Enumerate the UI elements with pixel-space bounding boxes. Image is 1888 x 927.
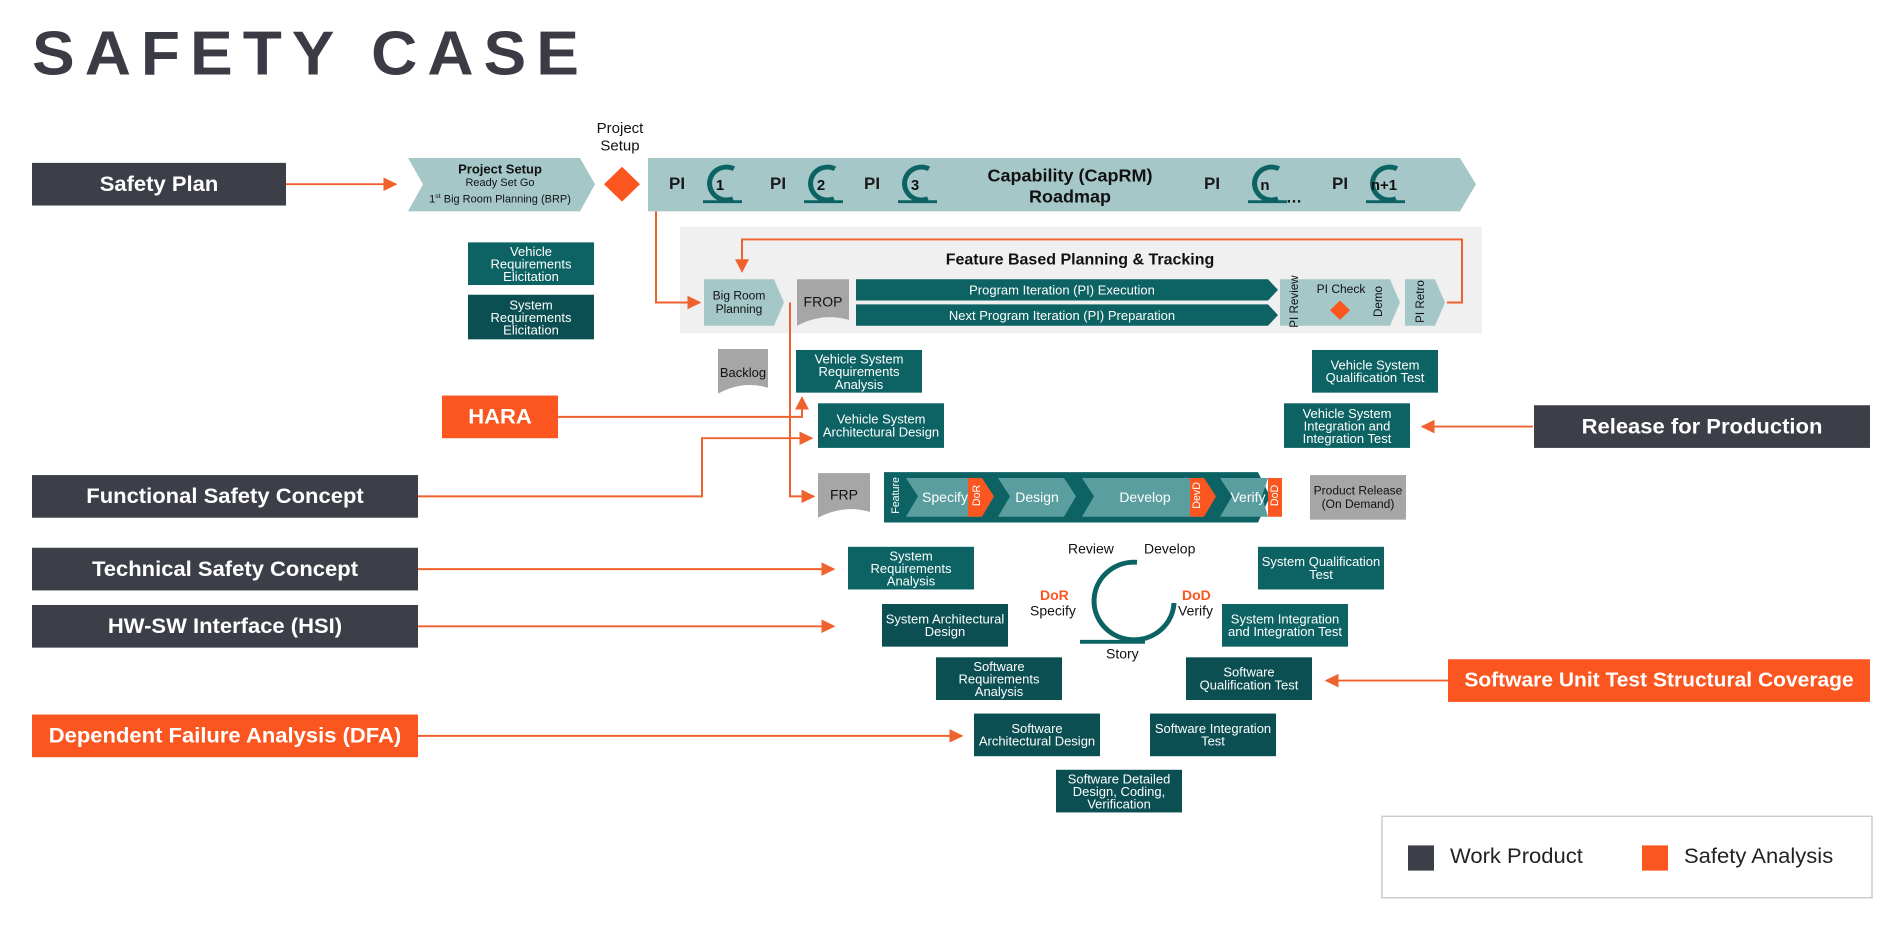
hsi-box[interactable]: HW-SW Interface (HSI)	[32, 604, 418, 648]
project-setup-chevron	[408, 158, 595, 212]
frop-shape	[797, 279, 849, 326]
frop-label[interactable]: FROP	[803, 293, 843, 310]
project-setup-chevron-text: Project Setup Ready Set Go 1st Big Room …	[420, 161, 580, 206]
system-qualification-test[interactable]: System Qualification Test	[1258, 546, 1384, 590]
roadmap-ellipsis: …	[1286, 190, 1302, 207]
system-architectural-design[interactable]: System Architectural Design	[882, 603, 1008, 647]
vehicle-system-architectural-design[interactable]: Vehicle System Architectural Design	[818, 403, 944, 448]
pi-number-1: 1	[715, 176, 725, 194]
pi-label-1: PI	[669, 174, 686, 193]
system-requirements-analysis[interactable]: System Requirements Analysis	[848, 546, 974, 590]
pi-circles	[707, 164, 1399, 203]
hara-box[interactable]: HARA	[442, 395, 558, 439]
fbpt-title: Feature Based Planning & Tracking	[945, 252, 1215, 269]
dfa-box[interactable]: Dependent Failure Analysis (DFA)	[32, 714, 418, 758]
cycle-develop: Develop	[1144, 540, 1196, 557]
product-release-box[interactable]: Product Release (On Demand)	[1310, 475, 1406, 520]
functional-safety-concept-box[interactable]: Functional Safety Concept	[32, 475, 418, 518]
legend-swatch-work-product	[1408, 845, 1434, 871]
pi-number-n: n	[1260, 176, 1270, 194]
software-integration-test[interactable]: Software Integration Test	[1150, 713, 1276, 757]
release-for-production-box[interactable]: Release for Production	[1534, 405, 1870, 448]
pi-number-n1: n+1	[1370, 176, 1398, 194]
cycle-specify: Specify	[1030, 603, 1076, 619]
devd-gate: DevD	[1191, 482, 1203, 509]
sw-unit-test-structural-coverage-box[interactable]: Software Unit Test Structural Coverage	[1448, 659, 1870, 702]
pi-check-diamond	[1330, 300, 1350, 320]
software-qualification-test[interactable]: Software Qualification Test	[1186, 657, 1312, 700]
frp-item[interactable]: FRP	[830, 486, 858, 503]
vehicle-system-integration-test[interactable]: Vehicle System Integration and Integrati…	[1284, 403, 1410, 448]
pi-preparation-bar[interactable]: Next Program Iteration (PI) Preparation	[948, 307, 1176, 323]
software-architectural-design[interactable]: Software Architectural Design	[974, 713, 1100, 757]
safety-plan-box[interactable]: Safety Plan	[32, 162, 286, 206]
design-step[interactable]: Design	[1015, 489, 1059, 506]
demo-label: Demo	[1371, 286, 1385, 318]
project-setup-title: Project Setup	[458, 161, 542, 177]
system-integration-test[interactable]: System Integration and Integration Test	[1222, 603, 1348, 647]
cycle-verify: Verify	[1178, 603, 1214, 619]
develop-step[interactable]: Develop	[1119, 489, 1171, 506]
legend-swatch-safety-analysis	[1642, 845, 1668, 871]
software-detailed-design[interactable]: Software Detailed Design, Coding, Verifi…	[1056, 769, 1182, 813]
big-room-planning[interactable]: Big Room Planning	[712, 288, 766, 317]
pi-retro-label: PI Retro	[1413, 280, 1427, 323]
vehicle-system-requirements-analysis[interactable]: Vehicle System Requirements Analysis	[796, 349, 922, 393]
legend-work-product: Work Product	[1450, 843, 1583, 868]
pi-label-n1: PI	[1332, 174, 1349, 193]
vehicle-system-qualification-test[interactable]: Vehicle System Qualification Test	[1312, 349, 1438, 393]
cycle-review: Review	[1068, 540, 1114, 557]
software-requirements-analysis[interactable]: Software Requirements Analysis	[936, 657, 1062, 700]
pi-check-label: PI Check	[1316, 282, 1366, 296]
pi-label-n: PI	[1204, 174, 1221, 193]
pi-review-label: PI Review	[1287, 275, 1301, 328]
pi-label-2: PI	[770, 174, 787, 193]
specify-step[interactable]: Specify	[922, 489, 968, 506]
cycle-dor: DoR	[1040, 587, 1069, 604]
pi-execution-bar[interactable]: Program Iteration (PI) Execution	[969, 282, 1155, 298]
verify-step[interactable]: Verify	[1230, 489, 1266, 506]
capability-roadmap-label: Capability (CapRM) Roadmap	[987, 165, 1153, 207]
legend-frame	[1381, 815, 1873, 899]
dor-gate: DoR	[971, 484, 983, 507]
vehicle-requirements-elicitation[interactable]: Vehicle Requirements Elicitation	[468, 242, 594, 286]
backlog-item[interactable]: Backlog	[719, 365, 767, 381]
page-title: SAFETY CASE	[32, 18, 589, 89]
project-setup-brp: 1st Big Room Planning (BRP)	[429, 192, 571, 206]
pi-number-3: 3	[910, 176, 920, 194]
pi-label-3: PI	[864, 174, 881, 193]
system-requirements-elicitation[interactable]: System Requirements Elicitation	[468, 294, 594, 340]
cycle-story: Story	[1106, 645, 1139, 662]
dod-gate: DoD	[1269, 484, 1281, 507]
feature-label: Feature	[890, 477, 902, 514]
project-setup-sub: Ready Set Go	[465, 177, 535, 190]
cycle-dod: DoD	[1182, 587, 1211, 604]
milestone-diamond	[604, 166, 640, 202]
pi-number-2: 2	[816, 176, 826, 194]
technical-safety-concept-box[interactable]: Technical Safety Concept	[32, 547, 418, 591]
project-setup-milestone-label: Project Setup	[596, 120, 644, 155]
legend-safety-analysis: Safety Analysis	[1684, 843, 1834, 868]
